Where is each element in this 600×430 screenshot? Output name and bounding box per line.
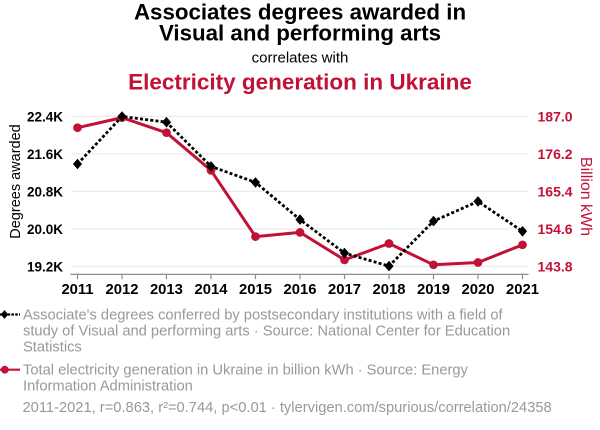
svg-text:Billion kWh: Billion kWh — [577, 157, 594, 236]
svg-text:19.2K: 19.2K — [27, 259, 63, 274]
svg-text:Associate's degrees conferred: Associate's degrees conferred by postsec… — [23, 308, 504, 324]
svg-text:Degrees awarded: Degrees awarded — [8, 124, 24, 238]
svg-text:2014: 2014 — [195, 282, 229, 298]
svg-text:154.6: 154.6 — [538, 221, 573, 237]
svg-text:176.2: 176.2 — [538, 146, 573, 162]
svg-text:2013: 2013 — [150, 282, 183, 298]
svg-text:20.0K: 20.0K — [27, 222, 63, 237]
svg-text:Electricity generation in Ukra: Electricity generation in Ukraine — [128, 70, 472, 95]
svg-text:2015: 2015 — [239, 282, 272, 298]
svg-text:2011-2021, r=0.863, r²=0.744,: 2011-2021, r=0.863, r²=0.744, p<0.01 · t… — [23, 400, 552, 416]
svg-text:165.4: 165.4 — [538, 183, 573, 199]
svg-text:2016: 2016 — [284, 282, 317, 298]
svg-text:21.6K: 21.6K — [27, 147, 63, 162]
svg-text:143.8: 143.8 — [538, 258, 573, 274]
svg-text:Visual and performing arts: Visual and performing arts — [159, 21, 441, 46]
svg-text:2017: 2017 — [328, 282, 361, 298]
svg-text:2012: 2012 — [106, 282, 139, 298]
svg-text:20.8K: 20.8K — [27, 184, 63, 199]
svg-text:Statistics: Statistics — [23, 340, 82, 356]
svg-text:Associates degrees awarded in: Associates degrees awarded in — [134, 0, 466, 25]
svg-text:2019: 2019 — [417, 282, 450, 298]
svg-text:correlates with: correlates with — [252, 49, 349, 66]
svg-text:Information Administration: Information Administration — [23, 379, 193, 395]
svg-text:Total electricity generation i: Total electricity generation in Ukraine … — [23, 363, 469, 379]
svg-text:2011: 2011 — [61, 282, 93, 298]
svg-text:2021: 2021 — [506, 282, 539, 298]
svg-text:study of Visual and performing: study of Visual and performing arts · So… — [23, 324, 510, 340]
svg-text:187.0: 187.0 — [538, 108, 573, 124]
svg-text:22.4K: 22.4K — [27, 109, 63, 124]
svg-text:2020: 2020 — [462, 282, 495, 298]
svg-text:2018: 2018 — [373, 282, 406, 298]
